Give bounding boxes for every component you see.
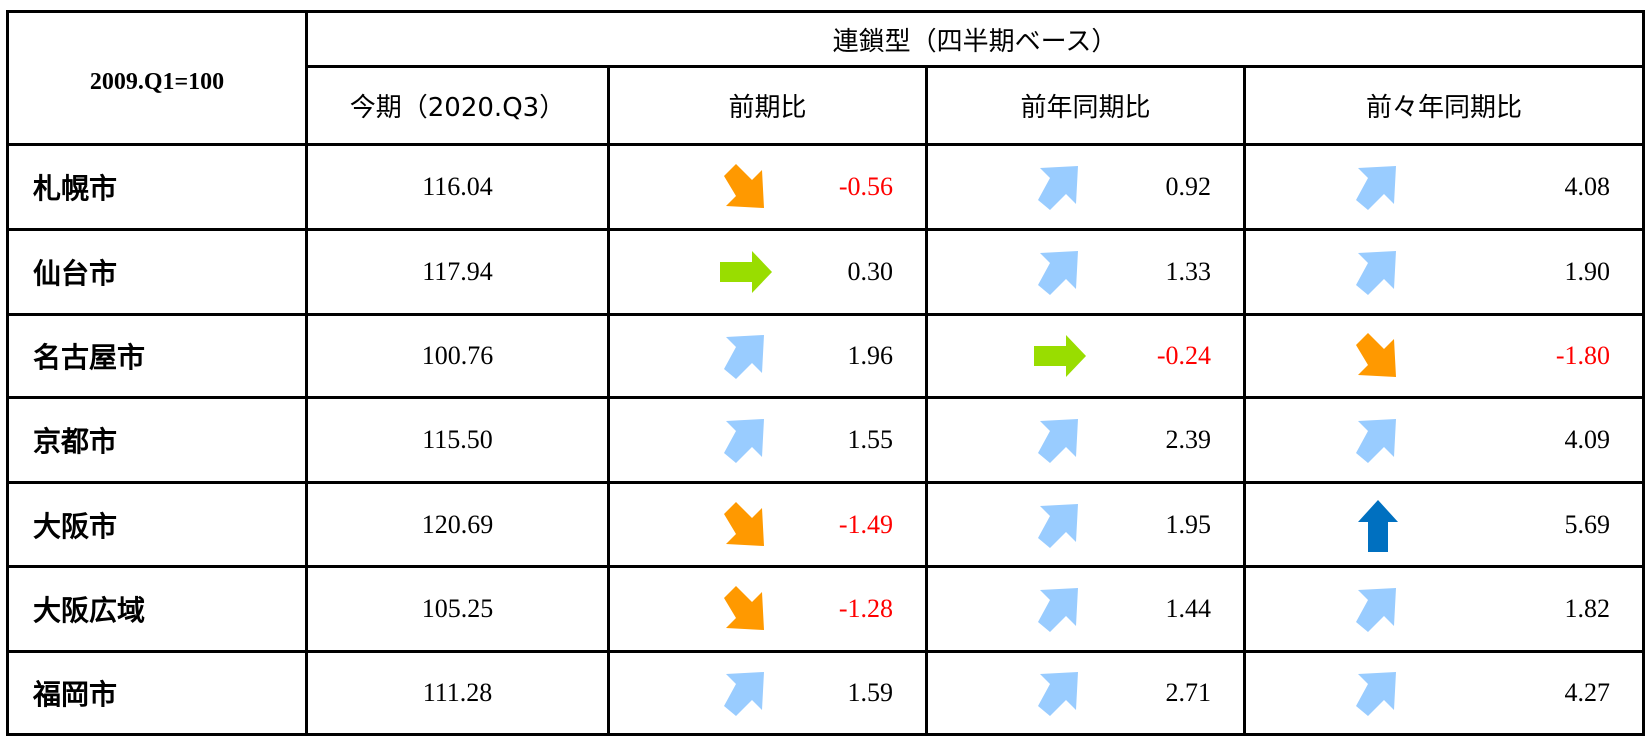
- change-value: 1.96: [847, 340, 894, 370]
- right-green-arrow-icon: [718, 245, 774, 299]
- city-name: 札幌市: [6, 142, 308, 232]
- up-right-lightblue-arrow-icon: [1350, 245, 1406, 299]
- change-value: 2.39: [1165, 425, 1212, 455]
- change-value: 2.71: [1165, 677, 1212, 707]
- up-right-lightblue-arrow-icon: [1350, 160, 1406, 214]
- right-green-arrow-icon: [1032, 329, 1088, 383]
- qoq-change-cell: -0.56: [607, 142, 928, 232]
- up-right-lightblue-arrow-icon: [1032, 413, 1088, 467]
- city-name: 京都市: [6, 395, 308, 485]
- change-value: 4.09: [1564, 425, 1611, 455]
- up-right-lightblue-arrow-icon: [1350, 666, 1406, 720]
- up-right-lightblue-arrow-icon: [1032, 666, 1088, 720]
- current-index-value: 116.04: [305, 142, 610, 232]
- current-index-value: 111.28: [305, 649, 610, 737]
- up-right-lightblue-arrow-icon: [718, 666, 774, 720]
- header-row-group: 2009.Q1=100 連鎖型（四半期ベース）: [6, 10, 1646, 146]
- change-value: 0.92: [1165, 172, 1212, 202]
- two-year-change-cell: 4.27: [1242, 649, 1646, 737]
- yoy-change-cell: 1.95: [925, 481, 1246, 569]
- up-right-lightblue-arrow-icon: [1350, 582, 1406, 636]
- yoy-change-cell: 2.71: [925, 649, 1246, 737]
- city-name: 名古屋市: [6, 312, 308, 399]
- down-right-orange-arrow-icon: [718, 498, 774, 552]
- two-year-change-cell: 1.90: [1242, 228, 1646, 316]
- table-row: 名古屋市 100.76 1.96 -0.24 -1.80: [6, 312, 1646, 399]
- yoy-change-cell: 2.39: [925, 395, 1246, 485]
- down-right-orange-arrow-icon: [718, 582, 774, 636]
- change-value: 5.69: [1564, 509, 1611, 539]
- current-index-value: 115.50: [305, 395, 610, 485]
- change-value: 1.90: [1564, 256, 1611, 286]
- city-name: 大阪広域: [6, 565, 308, 653]
- table-row: 札幌市 116.04 -0.56 0.92 4.08: [6, 142, 1646, 232]
- current-index-value: 117.94: [305, 228, 610, 316]
- change-value: -1.49: [838, 509, 893, 539]
- qoq-change-cell: 1.96: [607, 312, 928, 399]
- qoq-change-cell: 0.30: [607, 228, 928, 316]
- base-index-label: 2009.Q1=100: [6, 10, 308, 146]
- table-row: 大阪広域 105.25 -1.28 1.44 1.82: [6, 565, 1646, 653]
- city-name: 仙台市: [6, 228, 308, 316]
- change-value: -0.56: [838, 172, 893, 202]
- change-value: 4.08: [1564, 172, 1611, 202]
- index-table: 2009.Q1=100 連鎖型（四半期ベース） 今期（2020.Q3） 前期比 …: [6, 10, 1646, 737]
- change-value: 1.33: [1165, 256, 1212, 286]
- change-value: 1.59: [847, 677, 894, 707]
- qoq-change-cell: -1.28: [607, 565, 928, 653]
- change-value: -1.28: [838, 594, 893, 624]
- table-row: 仙台市 117.94 0.30 1.33 1.90: [6, 228, 1646, 316]
- change-value: -0.24: [1156, 340, 1211, 370]
- two-year-change-cell: -1.80: [1242, 312, 1646, 399]
- yoy-change-cell: 1.33: [925, 228, 1246, 316]
- up-right-lightblue-arrow-icon: [1032, 498, 1088, 552]
- city-name: 大阪市: [6, 481, 308, 569]
- chain-type-header: 連鎖型（四半期ベース）: [304, 10, 1646, 68]
- yoy-change-cell: 0.92: [925, 142, 1246, 232]
- table-body: 札幌市 116.04 -0.56 0.92 4.08 仙台市 117.94 0.30 1.33 1…: [6, 142, 1646, 737]
- down-right-orange-arrow-icon: [1350, 329, 1406, 383]
- change-value: 1.95: [1165, 509, 1212, 539]
- change-value: 4.27: [1564, 677, 1611, 707]
- table-row: 京都市 115.50 1.55 2.39 4.09: [6, 395, 1646, 485]
- table-row: 福岡市 111.28 1.59 2.71 4.27: [6, 649, 1646, 737]
- table-row: 大阪市 120.69 -1.49 1.95 5.69: [6, 481, 1646, 569]
- current-index-value: 105.25: [305, 565, 610, 653]
- qoq-change-cell: 1.59: [607, 649, 928, 737]
- yoy-change-cell: 1.44: [925, 565, 1246, 653]
- current-index-value: 100.76: [305, 312, 610, 399]
- two-year-change-cell: 4.09: [1242, 395, 1646, 485]
- col-header-qoq: 前期比: [607, 65, 928, 146]
- change-value: 1.82: [1564, 594, 1611, 624]
- change-value: -1.80: [1555, 340, 1611, 370]
- down-right-orange-arrow-icon: [718, 160, 774, 214]
- up-right-lightblue-arrow-icon: [1032, 245, 1088, 299]
- up-blue-arrow-icon: [1350, 498, 1406, 552]
- two-year-change-cell: 4.08: [1242, 142, 1646, 232]
- current-index-value: 120.69: [305, 481, 610, 569]
- qoq-change-cell: 1.55: [607, 395, 928, 485]
- col-header-yoy: 前年同期比: [925, 65, 1246, 146]
- change-value: 1.55: [847, 425, 894, 455]
- col-header-current: 今期（2020.Q3）: [305, 65, 610, 146]
- up-right-lightblue-arrow-icon: [1032, 160, 1088, 214]
- up-right-lightblue-arrow-icon: [1032, 582, 1088, 636]
- change-value: 0.30: [847, 256, 894, 286]
- change-value: 1.44: [1165, 594, 1212, 624]
- yoy-change-cell: -0.24: [925, 312, 1246, 399]
- up-right-lightblue-arrow-icon: [1350, 413, 1406, 467]
- up-right-lightblue-arrow-icon: [718, 329, 774, 383]
- city-name: 福岡市: [6, 649, 308, 737]
- qoq-change-cell: -1.49: [607, 481, 928, 569]
- header-row-columns: 今期（2020.Q3） 前期比 前年同期比 前々年同期比: [8, 65, 1646, 146]
- col-header-two-year: 前々年同期比: [1242, 65, 1646, 146]
- two-year-change-cell: 1.82: [1242, 565, 1646, 653]
- up-right-lightblue-arrow-icon: [718, 413, 774, 467]
- two-year-change-cell: 5.69: [1242, 481, 1646, 569]
